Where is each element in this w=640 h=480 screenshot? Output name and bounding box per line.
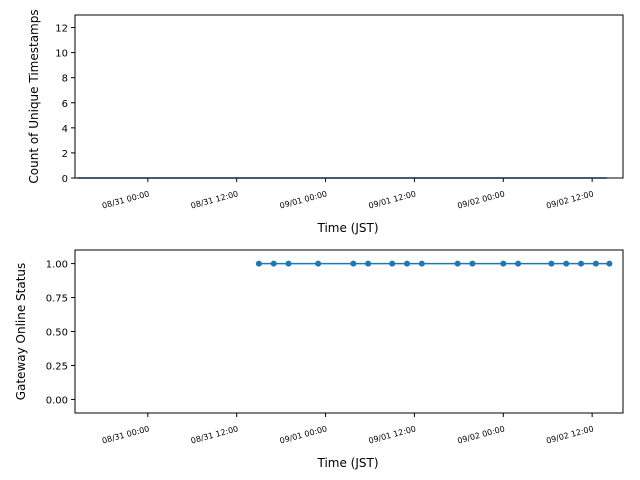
x-tick-label: 09/01 12:00 — [368, 189, 417, 210]
data-point — [515, 260, 522, 267]
x-tick-label: 09/01 12:00 — [368, 424, 417, 445]
y-tick-label: 12 — [55, 24, 68, 35]
x-axis-label: Time (JST) — [316, 221, 378, 235]
y-tick-label: 10 — [55, 49, 68, 60]
x-tick-label: 08/31 12:00 — [190, 189, 239, 210]
data-point — [404, 260, 411, 267]
y-axis-label: Gateway Online Status — [14, 263, 28, 401]
data-point — [578, 260, 585, 267]
x-tick-label: 09/02 00:00 — [456, 424, 505, 445]
y-tick-label: 8 — [62, 74, 68, 85]
y-tick-label: 0.75 — [46, 294, 68, 305]
data-point — [270, 260, 277, 267]
data-point — [350, 260, 357, 267]
x-tick-label: 09/01 00:00 — [279, 424, 328, 445]
data-point — [563, 260, 570, 267]
axes-frame — [74, 14, 624, 179]
y-tick-label: 2 — [62, 149, 68, 160]
data-point — [285, 260, 292, 267]
y-tick-label: 4 — [62, 124, 68, 135]
data-point — [255, 260, 262, 267]
axes-frame — [74, 249, 624, 414]
y-axis-label: Count of Unique Timestamps — [27, 9, 41, 183]
data-point — [606, 260, 613, 267]
data-point — [454, 260, 461, 267]
y-tick-label: 0.50 — [46, 328, 68, 339]
data-point — [469, 260, 476, 267]
y-tick-label: 0 — [62, 174, 68, 185]
x-tick-label: 08/31 12:00 — [190, 424, 239, 445]
y-tick-label: 1.00 — [46, 260, 68, 271]
data-point — [365, 260, 372, 267]
data-point — [548, 260, 555, 267]
x-tick-label: 08/31 00:00 — [101, 189, 150, 210]
x-axis-label: Time (JST) — [316, 456, 378, 470]
x-tick-label: 08/31 00:00 — [101, 424, 150, 445]
x-tick-label: 09/02 00:00 — [456, 189, 505, 210]
data-point — [418, 260, 425, 267]
x-tick-label: 09/01 00:00 — [279, 189, 328, 210]
y-tick-label: 6 — [62, 99, 68, 110]
data-point — [315, 260, 322, 267]
data-point — [500, 260, 507, 267]
x-tick-label: 09/02 12:00 — [545, 424, 594, 445]
y-tick-label: 0.25 — [46, 361, 68, 372]
x-tick-label: 09/02 12:00 — [545, 189, 594, 210]
data-point — [592, 260, 599, 267]
data-point — [389, 260, 396, 267]
y-tick-label: 0.00 — [46, 395, 68, 406]
